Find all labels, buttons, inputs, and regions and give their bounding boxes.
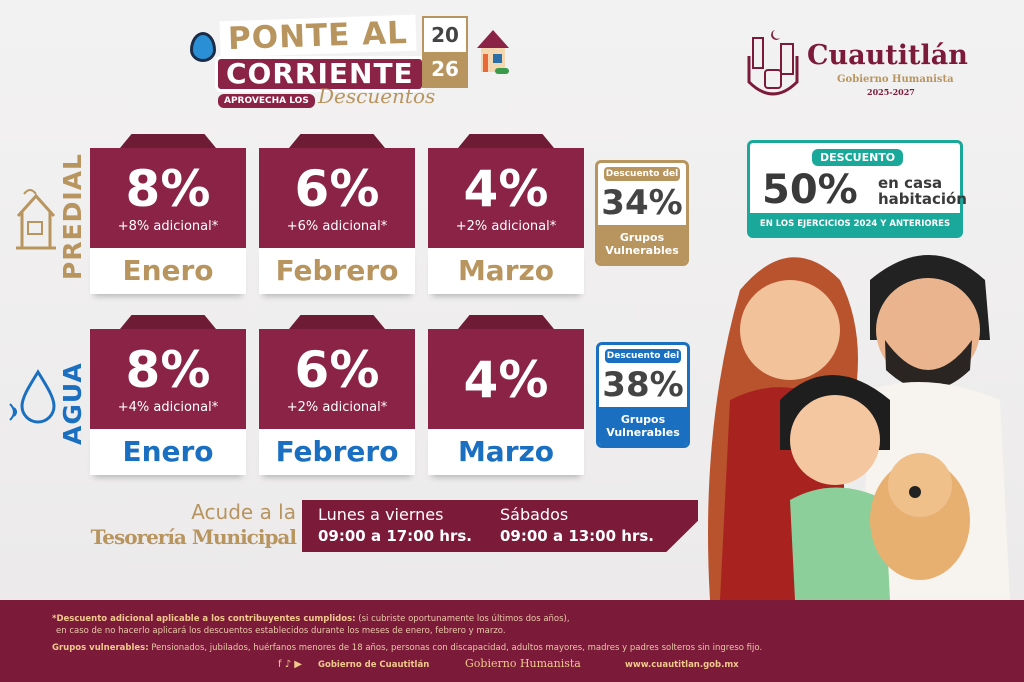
- predial-card-enero: 8% +8% adicional* Enero: [90, 134, 246, 294]
- agua-card-febrero: 6% +2% adicional* Febrero: [259, 315, 415, 475]
- campaign-logo: PONTE AL CORRIENTE APROVECHA LOS Descuen…: [190, 12, 510, 114]
- month-label: Febrero: [259, 429, 415, 475]
- campaign-tag: APROVECHA LOS: [218, 94, 315, 108]
- vulnerable-footer: Grupos Vulnerables: [599, 407, 687, 445]
- footer-note-line2: en caso de no hacerlo aplicará los descu…: [56, 626, 506, 636]
- house-icon: [477, 30, 509, 74]
- vulnerable-footer: Grupos Vulnerables: [598, 225, 686, 263]
- predial-card-febrero: 6% +6% adicional* Febrero: [259, 134, 415, 294]
- month-label: Enero: [90, 248, 246, 294]
- campaign-title-line1: PONTE AL: [219, 14, 417, 58]
- discount-percent: 6%: [294, 341, 380, 399]
- vulnerable-header: Descuento del: [605, 349, 681, 363]
- discount-percent: 6%: [294, 160, 380, 218]
- visit-info: Acude a la Tesorería Municipal: [50, 500, 297, 550]
- vulnerable-percent: 34%: [601, 183, 683, 223]
- discount-percent: 4%: [463, 160, 549, 218]
- year-bottom: 26: [424, 52, 466, 86]
- footer-slogan: Gobierno Humanista: [465, 657, 581, 670]
- month-label: Febrero: [259, 248, 415, 294]
- month-label: Marzo: [428, 429, 584, 475]
- discount-percent: 4%: [463, 351, 549, 409]
- predial-label: PREDIAL: [58, 153, 87, 280]
- social-icons[interactable]: f ♪ ▶: [278, 659, 302, 670]
- groups-bold: Grupos vulnerables:: [52, 643, 149, 653]
- promo-text: en casa habitación: [878, 174, 967, 208]
- predial-vulnerable-badge: Descuento del 34% Grupos Vulnerables: [595, 160, 689, 266]
- social-handle[interactable]: Gobierno de Cuautitlán: [318, 660, 430, 670]
- note-text: (si cubriste oportunamente los últimos d…: [355, 614, 570, 624]
- discount-percent: 8%: [125, 341, 211, 399]
- visit-line1: Acude a la: [191, 500, 296, 524]
- agua-label: AGUA: [58, 362, 87, 445]
- promo-header: DESCUENTO: [812, 149, 904, 166]
- groups-text: Pensionados, jubilados, huérfanos menore…: [148, 643, 763, 653]
- footer-note: *Descuento adicional aplicable a los con…: [52, 614, 570, 624]
- additional-discount: +8% adicional*: [117, 219, 219, 234]
- agua-card-marzo: 4% Marzo: [428, 315, 584, 475]
- water-drop-icon: [190, 32, 216, 62]
- vulnerable-header: Descuento del: [604, 167, 680, 181]
- family-illustration: [708, 255, 1010, 600]
- additional-discount: +2% adicional*: [455, 219, 557, 234]
- weekday-hours: 09:00 a 17:00 hrs.: [318, 527, 472, 545]
- saturday-label: Sábados: [500, 505, 569, 524]
- agua-vulnerable-badge: Descuento del 38% Grupos Vulnerables: [596, 342, 690, 448]
- campaign-title-line2: CORRIENTE: [215, 56, 425, 92]
- agua-card-enero: 8% +4% adicional* Enero: [90, 315, 246, 475]
- brand-name: Cuautitlán: [807, 40, 968, 71]
- year-badge: 20 26: [422, 16, 468, 88]
- website-link[interactable]: www.cuautitlan.gob.mx: [625, 660, 739, 670]
- house-icon: [16, 189, 56, 250]
- weekday-label: Lunes a viernes: [318, 505, 444, 524]
- visit-line2: Tesorería Municipal: [90, 525, 297, 549]
- predial-card-marzo: 4% +2% adicional* Marzo: [428, 134, 584, 294]
- water-drop-icon: [9, 369, 56, 424]
- promo-percent: 50%: [762, 167, 858, 213]
- brand-tagline: Gobierno Humanista: [837, 74, 954, 85]
- brand-period: 2025-2027: [867, 87, 915, 97]
- additional-discount: +4% adicional*: [117, 400, 219, 415]
- promo-footer: EN LOS EJERCICIOS 2024 Y ANTERIORES: [750, 213, 960, 235]
- campaign-script: Descuentos: [318, 84, 436, 108]
- office-hours: Lunes a viernes 09:00 a 17:00 hrs. Sábado…: [302, 500, 698, 552]
- footer: *Descuento adicional aplicable a los con…: [0, 600, 1024, 682]
- additional-discount: +6% adicional*: [286, 219, 388, 234]
- saturday-hours: 09:00 a 13:00 hrs.: [500, 527, 654, 545]
- month-label: Enero: [90, 429, 246, 475]
- vulnerable-percent: 38%: [602, 365, 684, 405]
- year-top: 20: [431, 23, 459, 47]
- note-bold: *Descuento adicional aplicable a los con…: [52, 614, 356, 624]
- footer-groups: Grupos vulnerables: Pensionados, jubilad…: [52, 643, 762, 653]
- municipal-logo: Cuautitlán Gobierno Humanista 2025-2027: [745, 26, 975, 106]
- home-discount-promo: DESCUENTO 50% en casa habitación EN LOS …: [747, 140, 967, 238]
- additional-discount: +2% adicional*: [286, 400, 388, 415]
- city-crest-icon: [747, 30, 799, 96]
- discount-percent: 8%: [125, 160, 211, 218]
- month-label: Marzo: [428, 248, 584, 294]
